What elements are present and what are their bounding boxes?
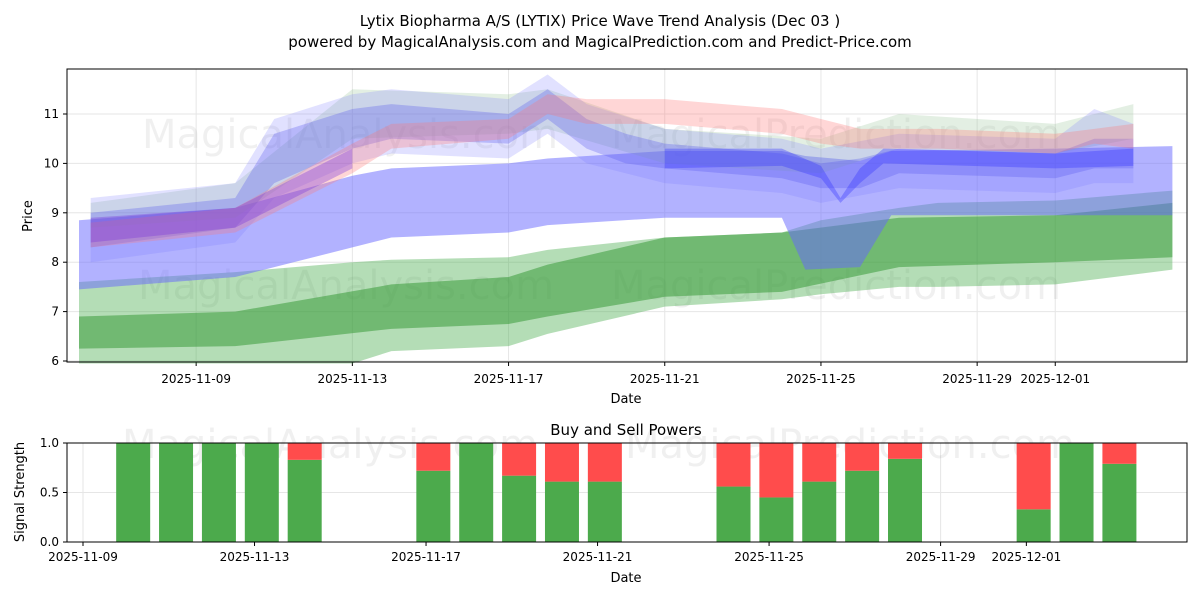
sell-bar — [544, 443, 579, 482]
band-blue-dip — [664, 148, 1134, 203]
bottom-plot-frame — [66, 442, 1188, 543]
band-blue-upper — [90, 89, 1134, 248]
top-y-tick-label: 6 — [51, 354, 59, 368]
band-purple-start — [90, 148, 353, 243]
top-plot-frame — [66, 68, 1188, 363]
sell-bar — [888, 443, 923, 459]
bottom-x-tick-label: 2025-11-29 — [906, 550, 976, 564]
buy-bar — [1059, 443, 1094, 542]
band-green-inner — [79, 202, 1173, 349]
top-y-tick-label: 11 — [44, 107, 59, 121]
buy-bar — [159, 443, 194, 542]
top-x-tick-label: 2025-11-09 — [161, 372, 231, 386]
sell-bar — [802, 443, 837, 482]
band-blue-main — [79, 146, 1173, 290]
bottom-x-label: Date — [610, 571, 641, 586]
bottom-chart-title: Buy and Sell Powers — [550, 421, 702, 439]
top-y-tick-label: 8 — [51, 255, 59, 269]
top-y-tick-label: 9 — [51, 206, 59, 220]
bottom-x-tick-label: 2025-11-21 — [563, 550, 633, 564]
buy-bar — [459, 443, 494, 542]
top-x-tick-label: 2025-11-13 — [317, 372, 387, 386]
top-y-label: Price — [21, 200, 36, 232]
top-y-tick-label: 10 — [44, 156, 59, 170]
top-x-tick-label: 2025-11-25 — [786, 372, 856, 386]
sell-bar — [416, 443, 451, 471]
buy-bar — [716, 486, 751, 542]
top-y-tick-label: 7 — [51, 305, 59, 319]
bottom-x-tick-label: 2025-11-25 — [734, 550, 804, 564]
buy-bar — [416, 470, 451, 542]
buy-bar — [1102, 463, 1137, 542]
sell-bar — [1102, 443, 1137, 464]
buy-bar — [759, 497, 794, 542]
buy-bar — [244, 443, 279, 542]
buy-bar — [802, 481, 837, 542]
watermark: MagicalAnalysis.com — [142, 112, 558, 158]
buy-bar — [502, 475, 537, 542]
band-red-upper — [90, 94, 1134, 248]
buy-bar — [287, 459, 322, 542]
bottom-y-tick-label: 1.0 — [40, 436, 59, 450]
top-x-tick-label: 2025-11-17 — [474, 372, 544, 386]
sell-bar — [1016, 443, 1051, 510]
top-x-tick-label: 2025-12-01 — [1020, 372, 1090, 386]
bottom-y-tick-label: 0.5 — [40, 486, 59, 500]
sell-bar — [502, 443, 537, 476]
band-grey-green-upper — [90, 89, 1134, 228]
bottom-y-tick-label: 0.0 — [40, 535, 59, 549]
chart-title-line2: powered by MagicalAnalysis.com and Magic… — [288, 33, 912, 51]
buy-bar — [116, 443, 151, 542]
bottom-x-tick-label: 2025-12-01 — [991, 550, 1061, 564]
top-x-label: Date — [610, 392, 641, 407]
sell-bar — [845, 443, 880, 471]
buy-bar — [845, 470, 880, 542]
sell-bar — [759, 443, 794, 498]
buy-bar — [201, 443, 236, 542]
top-x-tick-label: 2025-11-29 — [942, 372, 1012, 386]
buy-bar — [544, 481, 579, 542]
bottom-x-tick-label: 2025-11-09 — [48, 550, 118, 564]
chart-title-line1: Lytix Biopharma A/S (LYTIX) Price Wave T… — [360, 12, 840, 30]
sell-bar — [287, 443, 322, 460]
top-x-tick-label: 2025-11-21 — [630, 372, 700, 386]
bottom-x-tick-label: 2025-11-17 — [391, 550, 461, 564]
sell-bar — [587, 443, 622, 482]
bottom-y-label: Signal Strength — [13, 442, 28, 542]
sell-bar — [716, 443, 751, 487]
band-blue-upper-wide — [90, 74, 1134, 263]
buy-bar — [888, 458, 923, 542]
bottom-x-tick-label: 2025-11-13 — [220, 550, 290, 564]
buy-bar — [1016, 509, 1051, 542]
buy-bar — [587, 481, 622, 542]
